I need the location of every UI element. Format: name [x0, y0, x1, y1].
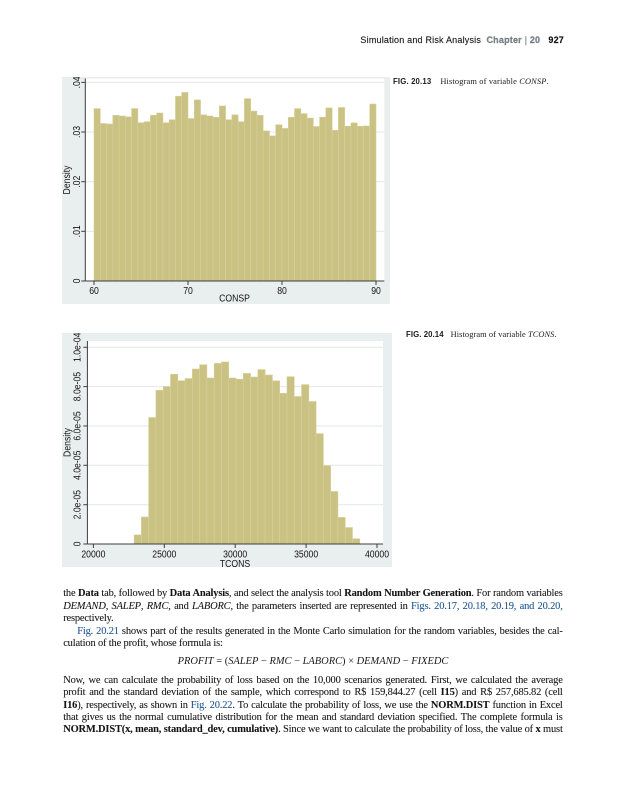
- svg-text:35000: 35000: [294, 549, 318, 561]
- svg-text:.03: .03: [71, 126, 83, 138]
- svg-text:90: 90: [371, 285, 381, 297]
- svg-text:.02: .02: [71, 176, 83, 188]
- svg-text:30000: 30000: [223, 549, 247, 561]
- svg-text:40000: 40000: [365, 549, 389, 561]
- svg-text:TCONS: TCONS: [220, 558, 250, 567]
- svg-text:CONSP: CONSP: [219, 293, 250, 304]
- svg-text:20000: 20000: [81, 549, 105, 561]
- svg-text:6.0e-05: 6.0e-05: [72, 411, 84, 440]
- svg-text:0: 0: [72, 542, 84, 547]
- svg-text:Density: Density: [62, 428, 74, 457]
- svg-text:2.0e-05: 2.0e-05: [72, 490, 84, 519]
- svg-text:60: 60: [89, 285, 99, 297]
- svg-text:8.0e-05: 8.0e-05: [72, 372, 84, 401]
- svg-text:4.0e-05: 4.0e-05: [72, 451, 84, 480]
- svg-text:70: 70: [183, 285, 193, 297]
- svg-text:0: 0: [71, 279, 83, 284]
- svg-text:Density: Density: [62, 165, 73, 194]
- svg-text:.04: .04: [71, 77, 83, 88]
- svg-text:.01: .01: [71, 225, 83, 237]
- svg-text:1.0e-04: 1.0e-04: [72, 333, 84, 362]
- svg-text:80: 80: [277, 285, 287, 297]
- svg-text:25000: 25000: [152, 549, 176, 561]
